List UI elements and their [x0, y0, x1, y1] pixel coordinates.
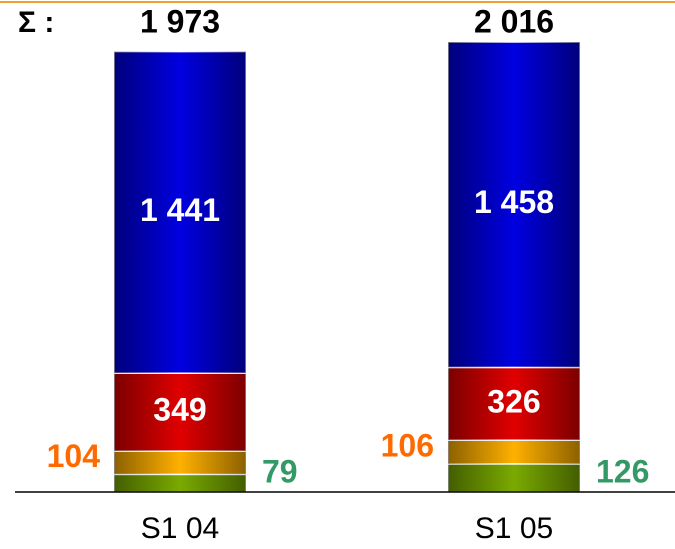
value-label: 349 — [153, 392, 206, 428]
value-label: 79 — [262, 453, 298, 489]
total-label: 2 016 — [474, 3, 554, 39]
bar-shade — [448, 367, 580, 441]
bar-shade — [448, 463, 580, 492]
total-label: 1 973 — [140, 3, 220, 39]
bar-shade — [448, 42, 580, 368]
value-label: 104 — [47, 438, 101, 474]
x-tick-label: S1 05 — [475, 512, 553, 545]
value-label: 126 — [596, 453, 649, 489]
value-label: 1 458 — [474, 184, 554, 220]
bar-shade — [114, 451, 246, 475]
bar-shade — [114, 51, 246, 374]
x-tick-label: S1 04 — [141, 512, 219, 545]
value-label: 1 441 — [140, 192, 220, 228]
bar-shade — [114, 373, 246, 452]
value-label: 326 — [487, 383, 540, 419]
bar-shade — [448, 440, 580, 464]
bar-shade — [114, 474, 246, 492]
value-label: 106 — [381, 427, 434, 463]
sum-label: Σ : — [18, 6, 54, 39]
